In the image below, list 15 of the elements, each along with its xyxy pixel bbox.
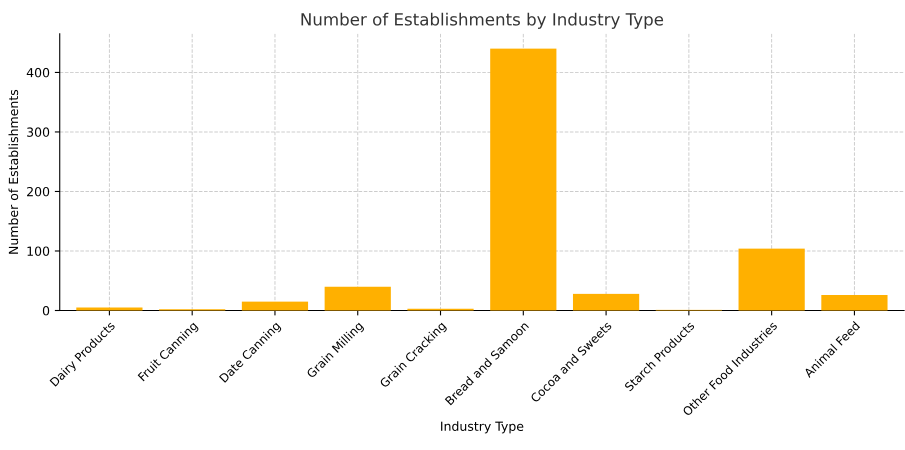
y-tick-label: 100: [28, 246, 50, 256]
bar: [76, 308, 143, 310]
chart-title: Number of Establishments by Industry Type: [302, 12, 664, 29]
y-axis-title: Number of Establishments: [8, 90, 18, 254]
bar: [821, 295, 888, 310]
bar: [490, 48, 556, 310]
y-tick-label: 400: [26, 68, 50, 78]
y-tick-label: 300: [27, 127, 50, 137]
bar: [572, 294, 640, 310]
y-tick-label: 0: [42, 306, 50, 316]
bar: [242, 302, 308, 310]
bar: [738, 248, 805, 310]
x-axis-title: Industry Type: [441, 421, 524, 434]
bar: [324, 286, 391, 310]
y-tick-label: 200: [27, 186, 50, 196]
